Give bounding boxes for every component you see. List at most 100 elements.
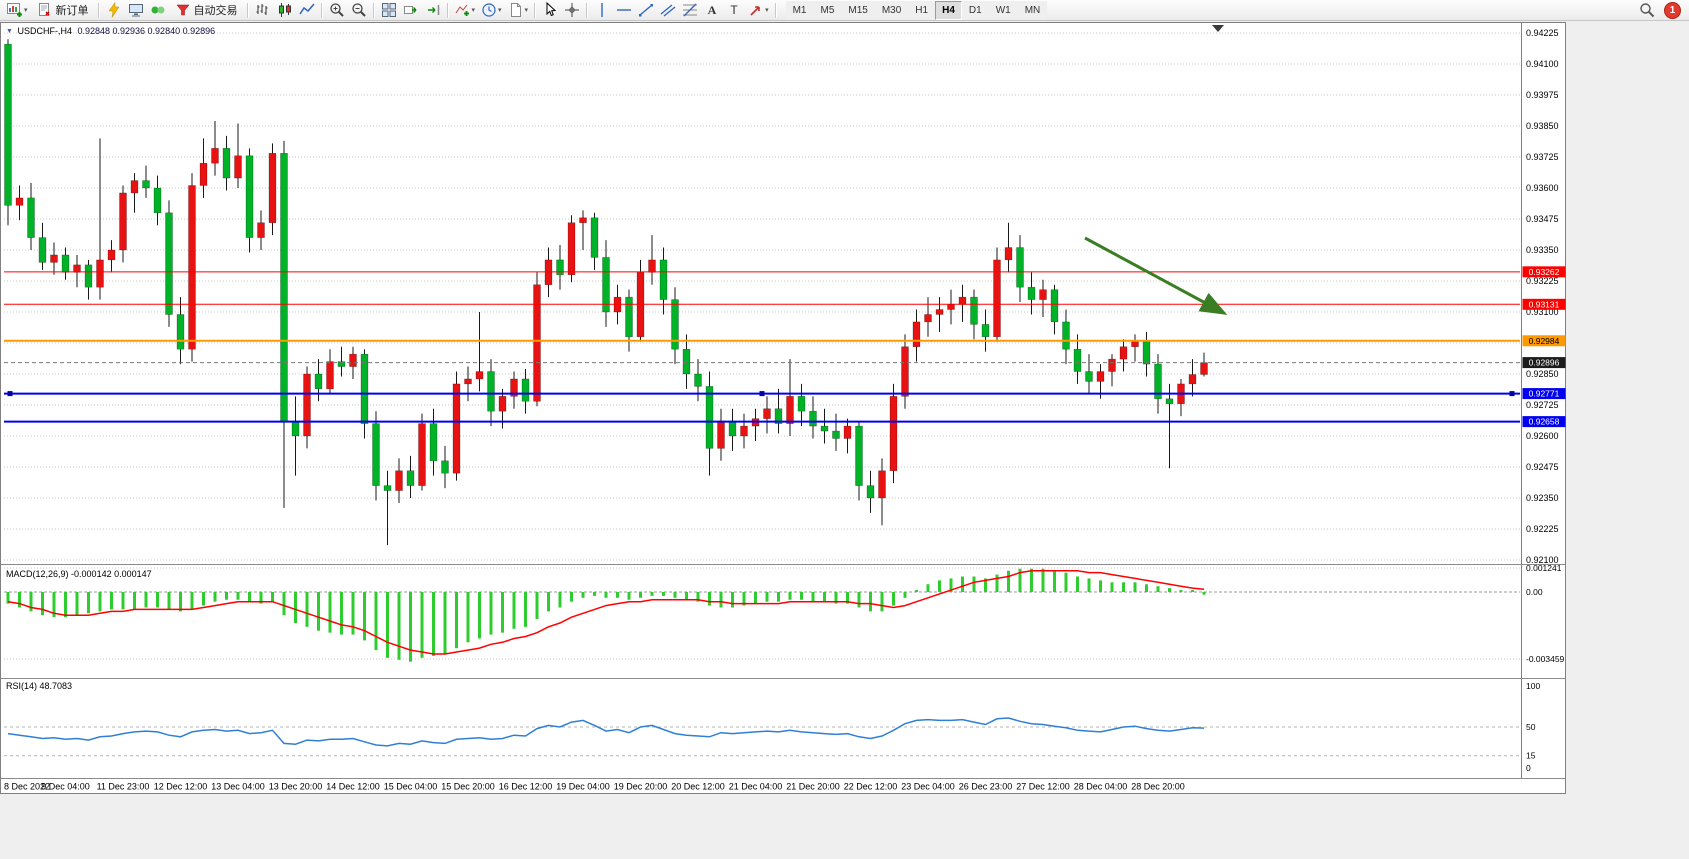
chart-dropdown-arrow-icon[interactable]: ▼ [6,28,13,35]
svg-text:14 Dec 12:00: 14 Dec 12:00 [326,782,380,792]
svg-text:0.92850: 0.92850 [1526,369,1559,379]
notification-badge[interactable]: 1 [1664,1,1681,19]
toolbar-separator [446,2,449,18]
arrows-button[interactable]: ▾ [745,1,772,20]
bar-chart-button[interactable] [252,1,274,20]
channel-icon [660,2,676,18]
rsi-pane: 100 50 15 0 [4,681,1540,773]
chart-canvas[interactable]: 0.94225 0.94100 0.93975 0.93850 0.93725 0.936… [0,22,1566,794]
trend-icon [638,2,654,18]
template-icon [508,2,524,18]
svg-text:12 Dec 12:00: 12 Dec 12:00 [154,782,208,792]
timeframe-d1-button[interactable]: D1 [961,0,989,20]
new-order-button[interactable]: 新订单 [31,1,95,20]
trendline-button[interactable] [635,1,657,20]
timeframe-h4-button[interactable]: H4 [935,0,962,20]
auto-scroll-button[interactable] [400,1,422,20]
svg-text:0.92896: 0.92896 [1529,358,1560,368]
svg-text:26 Dec 23:00: 26 Dec 23:00 [959,782,1013,792]
chart-shift-button[interactable] [422,1,444,20]
svg-text:21 Dec 20:00: 21 Dec 20:00 [786,782,840,792]
svg-text:0.93850: 0.93850 [1526,121,1559,131]
svg-text:0.92771: 0.92771 [1529,389,1560,399]
zoom-out-button[interactable] [348,1,370,20]
templates-button[interactable]: ▾ [505,1,532,20]
periods-button[interactable]: ▾ [478,1,505,20]
cursor-button[interactable] [539,1,561,20]
svg-text:21 Dec 04:00: 21 Dec 04:00 [729,782,783,792]
timeframe-m30-button[interactable]: M30 [874,0,909,20]
strategy-tester-button[interactable] [147,1,169,20]
chart-shift-marker[interactable] [1212,25,1224,32]
toolbar-separator [97,2,100,18]
svg-text:15 Dec 20:00: 15 Dec 20:00 [441,782,495,792]
line-icon [298,2,315,18]
svg-text:T: T [730,3,738,17]
zoom-in-button[interactable] [326,1,348,20]
zoom-in-icon [329,2,345,18]
chevron-down-icon: ▾ [471,7,476,14]
timeframe-mn-button[interactable]: MN [1017,0,1048,20]
svg-text:0.93131: 0.93131 [1529,299,1560,309]
metaeditor-button[interactable] [103,1,125,20]
window-frame [0,22,1566,794]
new-chart-icon [7,2,23,18]
svg-text:15 Dec 04:00: 15 Dec 04:00 [384,782,438,792]
svg-text:0.93975: 0.93975 [1526,90,1559,100]
svg-text:23 Dec 04:00: 23 Dec 04:00 [901,782,955,792]
svg-text:8 Dec 2022: 8 Dec 2022 [4,782,50,792]
trend-arrow[interactable] [1084,236,1228,315]
svg-text:0.001241: 0.001241 [1526,563,1562,573]
chart-ohlc-quote: 0.92848 0.92936 0.92840 0.92896 [77,26,216,36]
bars-icon [255,2,271,18]
autotrade-icon [175,2,191,18]
chevron-down-icon: ▾ [524,7,529,14]
svg-text:0.93600: 0.93600 [1526,183,1559,193]
candle-chart-button[interactable] [274,1,296,20]
shift-icon [425,2,441,18]
svg-text:13 Dec 04:00: 13 Dec 04:00 [211,782,265,792]
timeframe-h1-button[interactable]: H1 [908,0,936,20]
chevron-down-icon: ▾ [498,7,502,14]
svg-text:13 Dec 20:00: 13 Dec 20:00 [269,782,323,792]
terminal-button[interactable] [125,1,147,20]
autotrade-button[interactable]: 自动交易 [169,1,244,20]
new-order-icon [37,2,53,18]
new-chart-button[interactable]: ▾ [4,1,31,20]
channel-button[interactable] [657,1,679,20]
svg-text:0.93225: 0.93225 [1526,276,1559,286]
timeframe-m15-button[interactable]: M15 [841,0,875,20]
vline-button[interactable] [591,1,613,20]
svg-text:0.93475: 0.93475 [1526,214,1559,224]
indicators-button[interactable]: ▾ [452,1,479,20]
macd-indicator-label: MACD(12,26,9) -0.000142 0.000147 [6,569,152,579]
timeframe-w1-button[interactable]: W1 [988,0,1018,20]
price-grid [4,32,1520,561]
text-button[interactable]: A [701,1,723,20]
candlesticks [4,39,1208,546]
search-button[interactable] [1636,1,1658,20]
line-chart-button[interactable] [296,1,318,20]
fibonacci-button[interactable] [679,1,701,20]
macd-values: -0.000142 0.000147 [71,569,152,579]
timeframe-m1-button[interactable]: M1 [785,0,814,20]
tile-windows-button[interactable] [378,1,400,20]
svg-text:28 Dec 04:00: 28 Dec 04:00 [1074,782,1128,792]
timeframe-m5-button[interactable]: M5 [813,0,842,20]
svg-text:0.94225: 0.94225 [1526,28,1559,38]
macd-name: MACD(12,26,9) [6,569,69,579]
svg-text:19 Dec 04:00: 19 Dec 04:00 [556,782,610,792]
horizontal-levels[interactable] [4,271,1520,423]
crosshair-button[interactable] [561,1,583,20]
clock-icon [481,2,497,18]
hline-button[interactable] [613,1,635,20]
zoom-out-icon [351,2,367,18]
label-button[interactable]: T [723,1,745,20]
indicators-icon [455,2,471,18]
svg-text:28 Dec 20:00: 28 Dec 20:00 [1131,782,1185,792]
svg-text:0.92100: 0.92100 [1526,555,1559,565]
chevron-down-icon: ▾ [24,7,28,14]
editor-icon [106,2,122,18]
svg-text:0.92225: 0.92225 [1526,524,1559,534]
